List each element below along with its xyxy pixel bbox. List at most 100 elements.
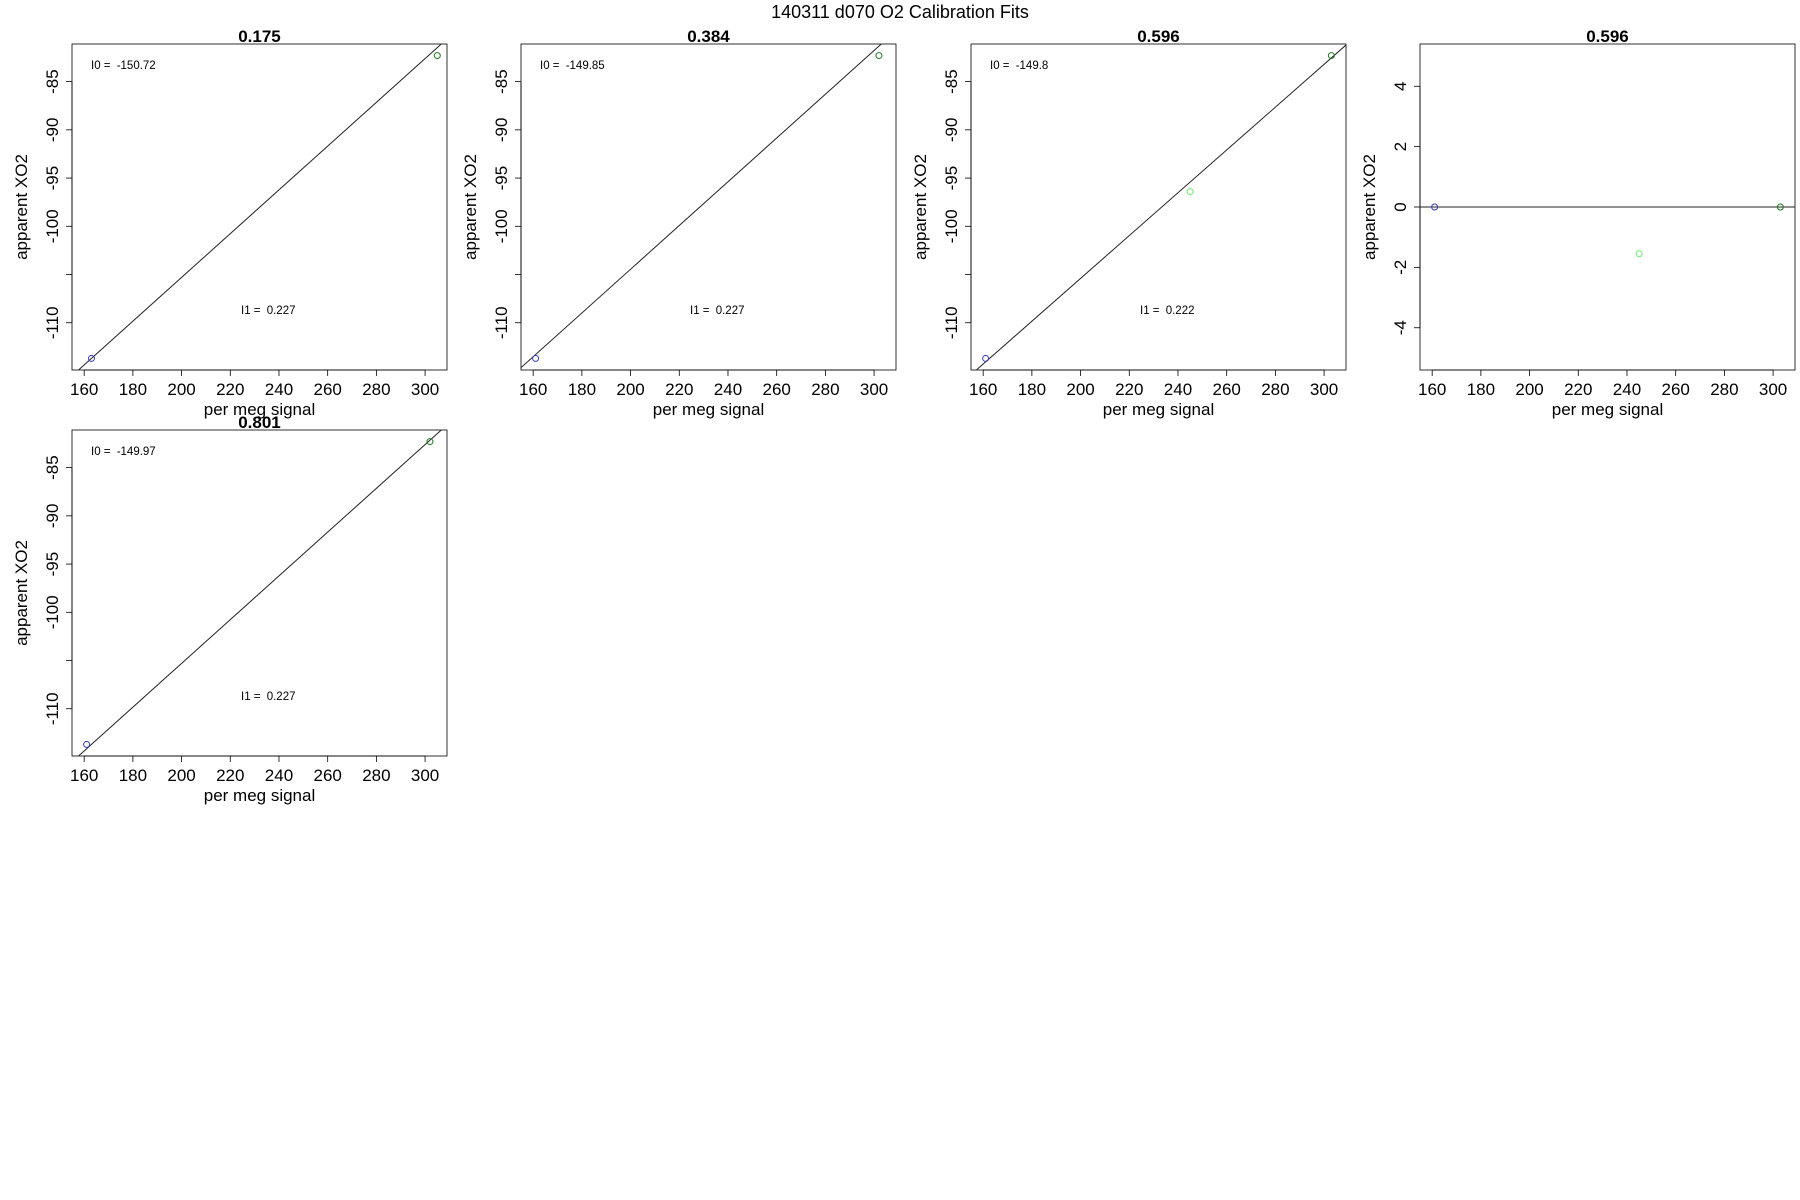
y-tick-label: -100 [492,209,511,243]
y-axis-label: apparent XO2 [12,154,31,260]
annotation-value: -150.72 [117,60,156,72]
y-tick-label: -90 [942,118,961,143]
x-tick-label: 300 [1310,380,1338,399]
x-tick-label: 280 [362,380,390,399]
x-tick-label: 200 [1515,380,1543,399]
x-axis-label: per meg signal [204,786,316,805]
chart-panel-5: 0.801 160 180 200 220 240 260 280 300 per meg sig… [12,413,448,805]
fit-annotation: I0 = -150.72 [91,60,156,72]
x-tick-label: 260 [1212,380,1240,399]
chart-panel-3: 0.596 160 180 200 220 240 260 280 300 per meg sig… [911,27,1347,419]
x-tick-label: 180 [1467,380,1495,399]
y-tick-label: -2 [1391,260,1410,275]
annotation-value: 0.227 [267,305,296,317]
x-axis-label: per meg signal [1103,400,1215,419]
x-tick-label: 260 [1661,380,1689,399]
x-tick-label: 240 [1164,380,1192,399]
x-tick-label: 220 [216,766,244,785]
x-tick-label: 220 [665,380,693,399]
x-tick-label: 180 [1018,380,1046,399]
x-tick-label: 280 [811,380,839,399]
panel-title: 0.801 [238,413,281,432]
panel-title: 0.596 [1137,27,1180,46]
y-tick-label: -100 [43,595,62,629]
data-point [875,52,883,60]
fit-annotation: I0 = -149.8 [990,60,1048,72]
x-axis-label: per meg signal [204,400,316,419]
fit-annotation: I1 = 0.227 [241,305,295,317]
x-tick-label: 300 [411,380,439,399]
annotation-label: I0 = [540,60,563,72]
x-tick-label: 280 [1710,380,1738,399]
data-point [87,354,95,362]
x-tick-label: 200 [1066,380,1094,399]
annotation-label: I1 = [1140,305,1163,317]
y-tick-label: -85 [942,69,961,94]
data-point [1635,250,1643,258]
data-point [982,354,990,362]
y-axis-label: apparent XO2 [911,154,930,260]
x-tick-label: 160 [70,380,98,399]
x-tick-label: 240 [1613,380,1641,399]
y-tick-label: 0 [1391,202,1410,211]
x-tick-label: 220 [1564,380,1592,399]
fit-line [77,430,443,756]
y-tick-label: -110 [942,306,961,339]
x-tick-label: 260 [762,380,790,399]
x-tick-label: 200 [167,380,195,399]
fit-annotation: I0 = -149.97 [91,446,156,458]
y-tick-label: -85 [43,455,62,480]
x-tick-label: 260 [313,380,341,399]
figure-title: 140311 d070 O2 Calibration Fits [771,2,1029,22]
chart-panel-2: 0.384 160 180 200 220 240 260 280 300 per meg sig… [461,27,897,419]
y-tick-label: -100 [942,209,961,243]
chart-panel-1: 0.175 160 180 200 220 240 260 280 300 per meg sig… [12,27,448,419]
annotation-label: I0 = [990,60,1013,72]
x-tick-label: 280 [1261,380,1289,399]
x-tick-label: 200 [167,766,195,785]
x-tick-label: 160 [519,380,547,399]
annotation-label: I1 = [241,305,264,317]
y-tick-label: -110 [43,306,62,339]
data-point [532,354,540,362]
panel-title: 0.596 [1586,27,1629,46]
y-tick-label: -4 [1391,320,1410,335]
x-tick-label: 160 [969,380,997,399]
y-axis-label: apparent XO2 [12,540,31,646]
annotation-value: -149.85 [566,60,605,72]
y-tick-label: -90 [43,504,62,529]
fit-annotation: I1 = 0.227 [690,305,744,317]
y-tick-label: -95 [43,166,62,191]
x-tick-label: 180 [119,766,147,785]
y-tick-label: -90 [492,118,511,143]
annotation-value: 0.227 [267,691,296,703]
x-tick-label: 220 [1115,380,1143,399]
data-point [1776,203,1784,211]
y-tick-label: -95 [43,552,62,577]
x-tick-label: 220 [216,380,244,399]
x-tick-label: 240 [265,766,293,785]
data-point [433,52,441,60]
data-point [1431,203,1439,211]
x-tick-label: 160 [70,766,98,785]
y-tick-label: -100 [43,209,62,243]
x-tick-label: 200 [616,380,644,399]
annotation-value: -149.8 [1016,60,1049,72]
annotation-label: I0 = [91,60,114,72]
fit-annotation: I1 = 0.227 [241,691,295,703]
y-tick-label: -85 [492,69,511,94]
data-point [426,438,434,446]
x-tick-label: 180 [119,380,147,399]
y-axis-label: apparent XO2 [461,154,480,260]
panel-title: 0.175 [238,27,281,46]
x-tick-label: 260 [313,766,341,785]
x-tick-label: 300 [860,380,888,399]
x-tick-label: 280 [362,766,390,785]
y-tick-label: -95 [492,166,511,191]
fit-line [975,44,1346,370]
y-tick-label: -95 [942,166,961,191]
y-axis-label: apparent XO2 [1360,154,1379,260]
data-point [1186,188,1194,196]
